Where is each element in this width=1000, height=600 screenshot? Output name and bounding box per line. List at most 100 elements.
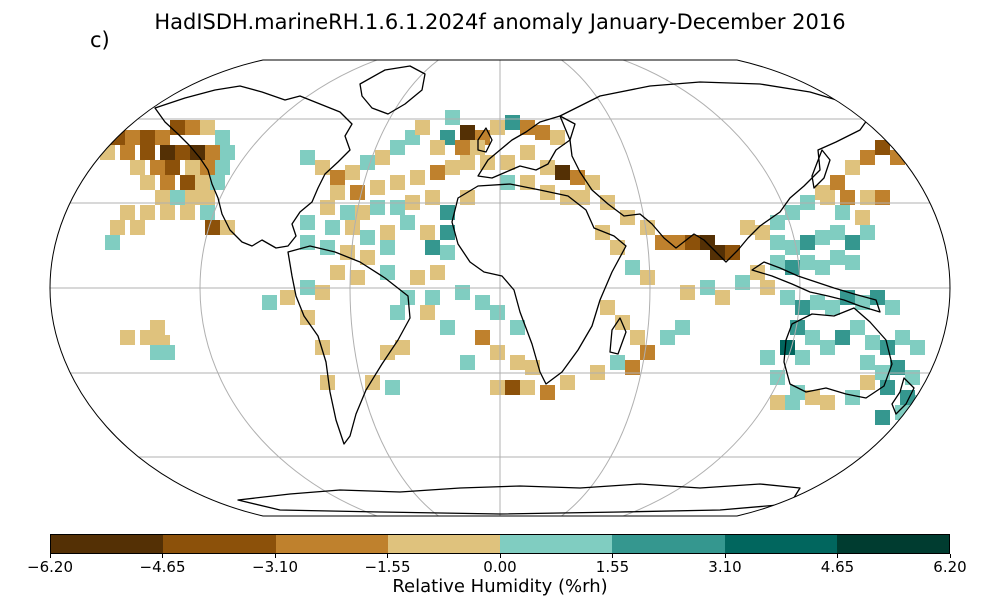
anomaly-cell [855,210,870,225]
anomaly-cell [345,220,360,235]
anomaly-cell [390,200,405,215]
anomaly-cell [490,345,505,360]
anomaly-cell [165,160,180,175]
colorbar-tick-mark [612,554,613,558]
antarctica-coast [237,483,801,515]
anomaly-cell [455,140,470,155]
anomaly-cell [820,395,835,410]
new-zealand-coast [891,377,915,415]
globe-outline [49,59,951,517]
colorbar-tick-mark [49,554,51,558]
anomaly-cell [425,240,440,255]
anomaly-cell [600,300,615,315]
anomaly-cell [890,360,905,375]
anomaly-cell [390,175,405,190]
anomaly-cell [675,320,690,335]
coastlines [154,65,915,515]
anomaly-cell [805,330,820,345]
anomaly-cell [180,175,195,190]
anomaly-cell [430,165,445,180]
anomaly-cell [130,160,145,175]
anomaly-cell [865,335,880,350]
greenland-coast [359,65,426,115]
anomaly-cell [725,245,740,260]
anomaly-cell [350,185,365,200]
anomaly-cell [445,110,460,125]
anomaly-cell [130,220,145,235]
anomaly-cell [895,330,910,345]
anomaly-cell [360,250,375,265]
colorbar-tick-mark [724,554,726,558]
anomaly-cell [845,235,860,250]
anomaly-cell [200,190,215,205]
anomaly-cell [560,190,575,205]
anomaly-cell [440,225,455,240]
colorbar-tick-mark [387,554,388,558]
colorbar-tick-label: 4.65 [820,558,855,576]
anomaly-cell [160,175,175,190]
anomaly-cell [740,220,755,235]
anomaly-cell [500,175,515,190]
anomaly-cell [835,330,850,345]
colorbar-segment-3 [387,535,500,553]
anomaly-cell [120,330,135,345]
anomaly-cell [320,375,335,390]
colorbar-tick-mark [274,554,276,558]
anomaly-cell [155,130,170,145]
anomaly-cell [560,375,575,390]
anomaly-cell [820,190,835,205]
anomaly-cell [510,355,525,370]
anomaly-cell [845,390,860,405]
anomaly-cell [540,185,555,200]
anomaly-cell [875,410,890,425]
anomaly-cell [850,320,865,335]
europe-coast [477,115,576,179]
anomaly-cell [525,360,540,375]
anomaly-cell [300,215,315,230]
anomaly-cell [805,390,820,405]
anomaly-cell [550,130,565,145]
anomaly-cell [150,160,165,175]
anomaly-cell [390,305,405,320]
anomaly-cell [860,225,875,240]
anomaly-cell [840,190,855,205]
anomaly-cell [350,270,365,285]
colorbar-label: Relative Humidity (%rh) [392,576,608,597]
anomaly-cell [415,120,430,135]
anomaly-cell [185,120,200,135]
map-title: HadISDH.marineRH.1.6.1.2024f anomaly Jan… [154,10,846,34]
anomaly-cell [175,145,190,160]
anomaly-cell [410,170,425,185]
anomaly-cell [320,200,335,215]
anomaly-cell [770,215,785,230]
anomaly-cell [320,240,335,255]
anomaly-cell [400,215,415,230]
colorbar-segment-1 [163,535,276,553]
colorbar-tick-label: −1.55 [364,558,411,576]
australia-coast [783,307,893,399]
anomaly-cell [500,155,515,170]
anomaly-cell [785,395,800,410]
japan-coast [811,149,831,189]
colorbar-tick-label: 6.20 [933,558,967,576]
anomaly-cell [820,340,835,355]
anomaly-cell [490,305,505,320]
anomaly-cell [475,295,490,310]
anomaly-cell [160,345,175,360]
anomaly-cell [815,230,830,245]
anomaly-cell [780,340,795,355]
anomaly-cell [750,265,765,280]
anomaly-cell [685,235,700,250]
anomaly-cell [120,145,135,160]
colorbar-segment-7 [836,535,949,553]
anomaly-cell [430,140,445,155]
anomaly-cell [810,295,825,310]
anomaly-cell [575,190,590,205]
anomaly-cell [855,295,870,310]
anomaly-cell [180,205,195,220]
anomaly-cell [440,245,455,260]
anomaly-cell [160,145,175,160]
anomaly-cell [370,180,385,195]
anomaly-cell [490,380,505,395]
anomaly-cell [800,235,815,250]
